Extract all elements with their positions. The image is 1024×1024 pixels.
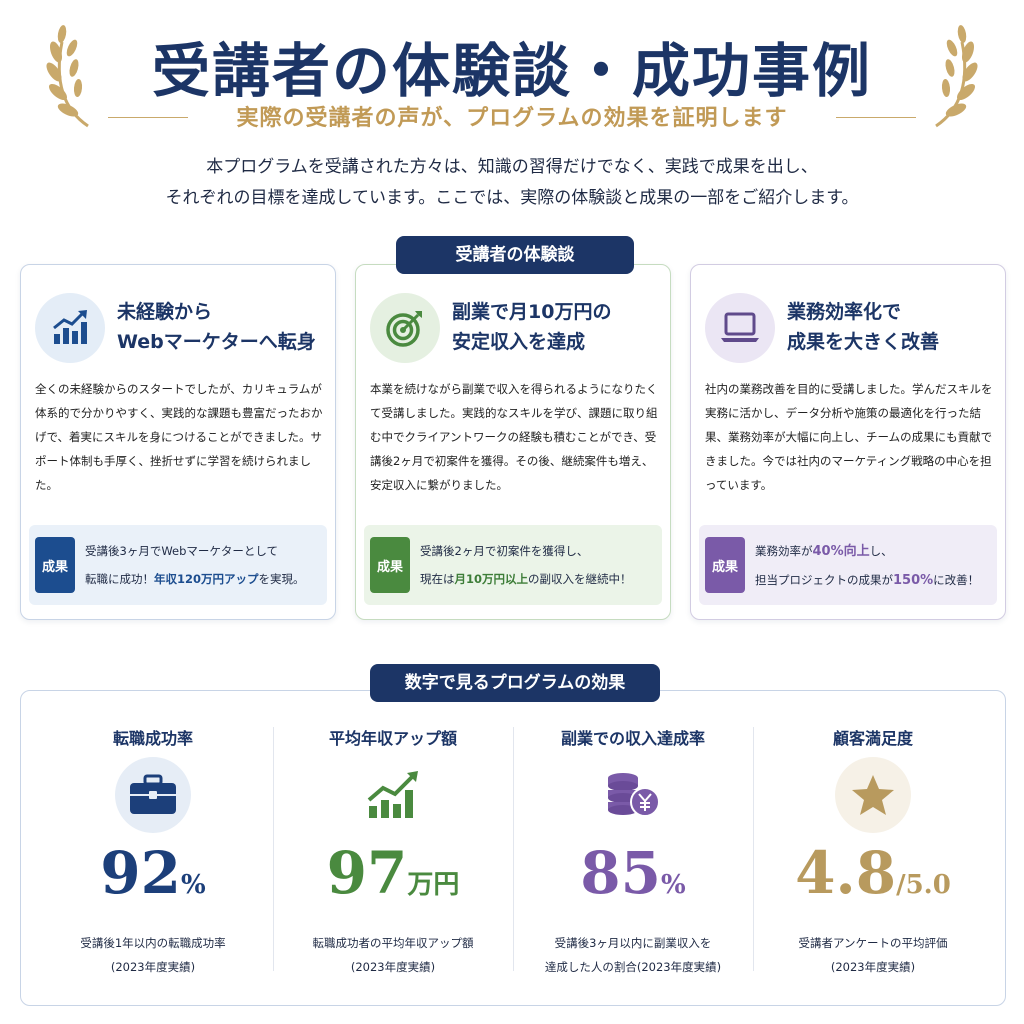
- stat-value: 92%: [33, 839, 273, 907]
- result-text-post: の副収入を継続中！: [528, 572, 632, 586]
- target-icon: [370, 293, 440, 363]
- stat-value: 4.8/5.0: [753, 839, 993, 907]
- testimonial-card-3: 業務効率化で 成果を大きく改善 社内の業務改善を目的に受講しました。学んだスキル…: [690, 264, 1006, 620]
- stat-description: 受講後3ヶ月以内に副業収入を 達成した人の割合(2023年度実績): [513, 931, 753, 979]
- intro-line-1: 本プログラムを受講された方々は、知識の習得だけでなく、実践で成果を出し、: [206, 157, 818, 177]
- laptop-icon: [705, 293, 775, 363]
- result-text: 業務効率が40%向上し、 担当プロジェクトの成果が150%に改善！: [755, 537, 995, 595]
- briefcase-icon: [115, 757, 191, 833]
- stat-description: 転職成功者の平均年収アップ額 (2023年度実績): [273, 931, 513, 979]
- stat-job-change-rate: 転職成功率 92% 受講後1年以内の転職成功率 (2023年度実績): [33, 691, 273, 1007]
- stat-description-line-1: 転職成功者の平均年収アップ額: [312, 936, 474, 950]
- testimonial-body: 全くの未経験からのスタートでしたが、カリキュラムが体系的で分かりやすく、実践的な…: [35, 382, 323, 492]
- result-text: 受講後2ヶ月で初案件を獲得し、 現在は月10万円以上の副収入を継続中！: [420, 537, 660, 593]
- result-highlight: 40%向上: [812, 544, 870, 559]
- stats-panel: 転職成功率 92% 受講後1年以内の転職成功率 (2023年度実績) 平均年収ア…: [20, 690, 1006, 1006]
- result-box: 成果 受講後2ヶ月で初案件を獲得し、 現在は月10万円以上の副収入を継続中！: [364, 525, 662, 605]
- stat-title: 転職成功率: [112, 729, 193, 748]
- result-highlight: 年収120万円アップ: [154, 572, 259, 586]
- subtitle-row: 実際の受講者の声が、プログラムの効果を証明します: [0, 100, 1024, 134]
- testimonial-card-2: 副業で月10万円の 安定収入を達成 本業を続けながら副業で収入を得られるようにな…: [355, 264, 671, 620]
- stat-number: 92: [100, 839, 181, 907]
- stat-side-income-rate: 副業での収入達成率 85% 受講後3ヶ月以内に副業収入を 達成した人の割合(20…: [513, 691, 753, 1007]
- result-line-2: 担当プロジェクトの成果が150%に改善！: [755, 566, 995, 595]
- testimonial-title-line-2: Webマーケターへ転身: [117, 331, 316, 353]
- result-highlight: 月10万円以上: [454, 572, 529, 586]
- result-box: 成果 業務効率が40%向上し、 担当プロジェクトの成果が150%に改善！: [699, 525, 997, 605]
- result-text-post: に改善！: [933, 573, 980, 587]
- stat-value: 97万円: [273, 839, 513, 907]
- laurel-right-icon: [935, 25, 978, 128]
- stat-description-line-2: 達成した人の割合(2023年度実績): [544, 960, 722, 974]
- result-text-post: を実現。: [258, 572, 305, 586]
- stat-description: 受講後1年以内の転職成功率 (2023年度実績): [33, 931, 273, 979]
- stat-description-line-1: 受講後3ヶ月以内に副業収入を: [554, 936, 712, 950]
- result-line-2: 現在は月10万円以上の副収入を継続中！: [420, 565, 660, 593]
- testimonial-title-line-1: 業務効率化で: [787, 301, 902, 323]
- stat-description-line-1: 受講者アンケートの平均評価: [798, 936, 948, 950]
- result-line-1: 受講後2ヶ月で初案件を獲得し、: [420, 544, 589, 558]
- stat-description: 受講者アンケートの平均評価 (2023年度実績): [753, 931, 993, 979]
- page-title: 受講者の体験談・成功事例: [151, 37, 872, 105]
- stat-unit: %: [661, 870, 686, 900]
- stat-value: 85%: [513, 839, 753, 907]
- testimonial-title: 未経験から Webマーケターへ転身: [117, 297, 327, 357]
- testimonial-title-line-2: 安定収入を達成: [452, 331, 586, 353]
- intro-text: 本プログラムを受講された方々は、知識の習得だけでなく、実践で成果を出し、 それぞ…: [0, 152, 1024, 214]
- testimonial-body: 本業を続けながら副業で収入を得られるようになりたくて受講しました。実践的なスキル…: [370, 382, 658, 492]
- stat-customer-satisfaction: 顧客満足度 4.8/5.0 受講者アンケートの平均評価 (2023年度実績): [753, 691, 993, 1007]
- result-box: 成果 受講後3ヶ月でWebマーケターとして 転職に成功！年収120万円アップを実…: [29, 525, 327, 605]
- stat-title: 顧客満足度: [832, 729, 913, 748]
- result-badge: 成果: [35, 537, 75, 593]
- result-line-2: 転職に成功！年収120万円アップを実現。: [85, 565, 325, 593]
- stat-unit: 万円: [407, 870, 460, 900]
- stat-divider: [513, 727, 514, 971]
- stat-number: 85: [580, 839, 661, 907]
- result-badge: 成果: [370, 537, 410, 593]
- result-text-pre: 現在は: [420, 572, 455, 586]
- chart-up-icon: [35, 293, 105, 363]
- coins-yen-icon: [595, 757, 671, 833]
- subtitle-divider-left: [108, 117, 188, 118]
- stat-description-line-2: (2023年度実績): [830, 960, 916, 974]
- stat-divider: [753, 727, 754, 971]
- result-text-pre: 業務効率が: [755, 544, 813, 558]
- testimonial-title-line-1: 副業で月10万円の: [452, 301, 612, 323]
- growth-chart-icon: [355, 757, 431, 833]
- intro-line-2: それぞれの目標を達成しています。ここでは、実際の体験談と成果の一部をご紹介します…: [165, 188, 859, 208]
- stat-number: 97: [326, 839, 408, 907]
- stat-description-line-2: (2023年度実績): [350, 960, 436, 974]
- result-text: 受講後3ヶ月でWebマーケターとして 転職に成功！年収120万円アップを実現。: [85, 537, 325, 593]
- page-subtitle: 実際の受講者の声が、プログラムの効果を証明します: [236, 105, 788, 131]
- star-icon: [835, 757, 911, 833]
- testimonials-section-label: 受講者の体験談: [396, 236, 634, 274]
- stat-average-salary-increase: 平均年収アップ額 97万円 転職成功者の平均年収アップ額 (2023年度実績): [273, 691, 513, 1007]
- result-line-1: 受講後3ヶ月でWebマーケターとして: [85, 544, 279, 558]
- stat-title: 副業での収入達成率: [560, 729, 705, 748]
- stat-divider: [273, 727, 274, 971]
- stat-unit: /5.0: [896, 870, 951, 900]
- result-line-1: 業務効率が40%向上し、: [755, 537, 995, 566]
- result-badge: 成果: [705, 537, 745, 593]
- result-text-pre: 転職に成功！: [85, 572, 154, 586]
- stat-description-line-2: (2023年度実績): [110, 960, 196, 974]
- result-highlight: 150%: [893, 573, 934, 588]
- stat-number: 4.8: [795, 839, 897, 907]
- result-text-pre: 担当プロジェクトの成果が: [755, 573, 893, 587]
- stat-unit: %: [181, 870, 206, 900]
- result-text-post: し、: [869, 544, 893, 558]
- testimonial-title-line-1: 未経験から: [117, 301, 213, 323]
- stats-section-label: 数字で見るプログラムの効果: [370, 664, 660, 702]
- laurel-left-icon: [46, 25, 89, 128]
- testimonial-card-1: 未経験から Webマーケターへ転身 全くの未経験からのスタートでしたが、カリキュ…: [20, 264, 336, 620]
- header: 受講者の体験談・成功事例 実際の受講者の声が、プログラムの効果を証明します: [0, 0, 1024, 140]
- testimonial-title: 業務効率化で 成果を大きく改善: [787, 297, 997, 357]
- subtitle-divider-right: [836, 117, 916, 118]
- stat-description-line-1: 受講後1年以内の転職成功率: [80, 936, 226, 950]
- testimonial-body: 社内の業務改善を目的に受講しました。学んだスキルを実務に活かし、データ分析や施策…: [705, 382, 993, 492]
- stat-title: 平均年収アップ額: [328, 729, 457, 748]
- testimonial-title: 副業で月10万円の 安定収入を達成: [452, 297, 662, 357]
- testimonial-title-line-2: 成果を大きく改善: [787, 331, 940, 353]
